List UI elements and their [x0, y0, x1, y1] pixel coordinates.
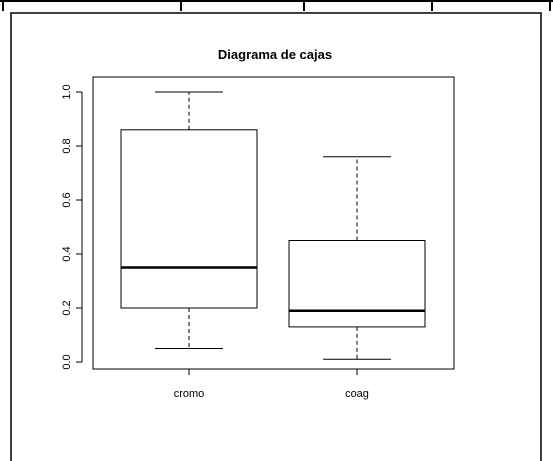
x-tick-label: cromo: [174, 388, 205, 400]
y-tick-label: 1.0: [61, 84, 73, 99]
chart-title: Diagrama de cajas: [218, 47, 332, 62]
x-tick-label: coag: [345, 388, 369, 400]
y-tick-label: 0.0: [61, 354, 73, 369]
figure-border: [10, 12, 542, 461]
y-tick-label: 0.6: [61, 192, 73, 207]
box-coag: [288, 156, 426, 360]
y-tick-label: 0.8: [61, 138, 73, 153]
box-cromo: [120, 91, 258, 349]
box-body: [288, 240, 426, 328]
box-body: [120, 129, 258, 309]
y-tick-label: 0.4: [61, 246, 73, 261]
y-tick-label: 0.2: [61, 300, 73, 315]
